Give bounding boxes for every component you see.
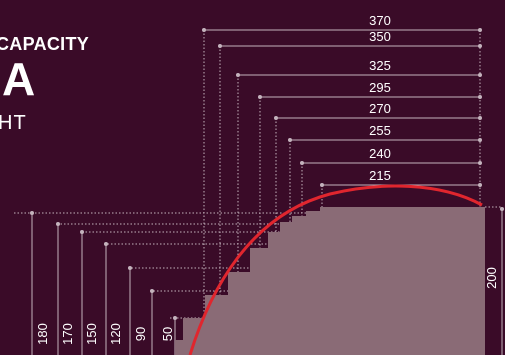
dim-dot [30, 211, 34, 215]
bottom-dim-label: 150 [84, 323, 99, 345]
dim-dot [500, 207, 504, 211]
top-dim-label: 255 [369, 123, 391, 138]
dim-dot [150, 289, 154, 293]
subtitle: HT [0, 112, 27, 134]
dim-dot [56, 222, 60, 226]
top-dim-label: 350 [369, 29, 391, 44]
bottom-dim-label: 50 [160, 327, 175, 341]
top-dim-label: 215 [369, 168, 391, 183]
bottom-dim-label: 120 [108, 323, 123, 345]
capacity-title: CAPACITY [0, 34, 90, 54]
top-dim-label: 325 [369, 58, 391, 73]
side-dim-label: 200 [484, 267, 499, 289]
dim-dot [478, 73, 482, 77]
dim-dot [128, 266, 132, 270]
dim-dot [104, 242, 108, 246]
seating-block [175, 207, 485, 355]
dim-dot [478, 44, 482, 48]
bottom-dim-label: 180 [35, 323, 50, 345]
title-letter: A [2, 53, 36, 105]
bottom-dim-label: 90 [133, 327, 148, 341]
top-dim-label: 370 [369, 13, 391, 28]
dim-dot [80, 230, 84, 234]
dim-dot [173, 316, 177, 320]
red-arc [188, 184, 483, 355]
top-dim-label: 295 [369, 80, 391, 95]
top-dim-label: 240 [369, 146, 391, 161]
top-dim-label: 270 [369, 101, 391, 116]
bottom-dim-label: 170 [60, 323, 75, 345]
